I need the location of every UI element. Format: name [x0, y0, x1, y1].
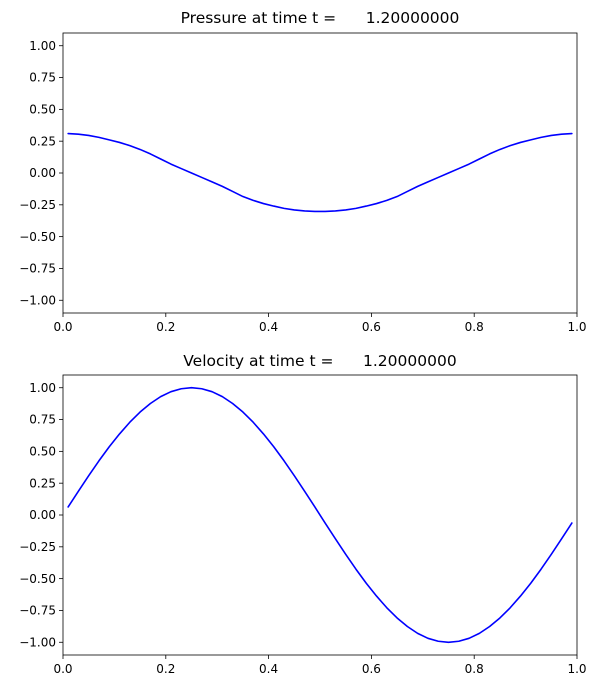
pressure-x-tick-label: 0.2 — [156, 320, 175, 334]
velocity-y-tick-label: 0.50 — [29, 445, 56, 459]
pressure-y-tick-label: 0.75 — [29, 71, 56, 85]
velocity-chart-title: Velocity at time t = 1.20000000 — [183, 352, 456, 370]
pressure-x-tick-label: 0.8 — [465, 320, 484, 334]
pressure-y-tick-label: −0.75 — [19, 262, 56, 276]
pressure-x-tick-label: 1.0 — [567, 320, 586, 334]
velocity-x-tick-label: 1.0 — [567, 662, 586, 676]
velocity-chart: Velocity at time t = 1.20000000 0.0 0.2 0.4… — [19, 352, 586, 676]
velocity-axes-frame — [62, 374, 578, 656]
pressure-y-tick-label: 0.50 — [29, 103, 56, 117]
velocity-y-tick-label: −0.50 — [19, 572, 56, 586]
pressure-y-tick-label: 0.00 — [29, 166, 56, 180]
pressure-chart-title: Pressure at time t = 1.20000000 — [181, 9, 460, 27]
pressure-series-line — [67, 132, 573, 213]
pressure-axes-frame — [62, 32, 578, 314]
pressure-chart: Pressure at time t = 1.20000000 0.0 0.2 0.4… — [19, 9, 586, 334]
pressure-x-tick-label: 0.6 — [362, 320, 381, 334]
velocity-y-tick-label: −0.75 — [19, 604, 56, 618]
velocity-x-tick-label: 0.0 — [53, 662, 72, 676]
pressure-y-tick-label: −0.50 — [19, 230, 56, 244]
velocity-y-tick-label: −0.25 — [19, 540, 56, 554]
velocity-series-line — [67, 386, 573, 644]
velocity-x-tick-label: 0.6 — [362, 662, 381, 676]
pressure-y-tick-label: 0.25 — [29, 134, 56, 148]
pressure-y-tick-label: −1.00 — [19, 293, 56, 307]
velocity-y-tick-label: 0.25 — [29, 476, 56, 490]
velocity-y-tick-label: 0.00 — [29, 508, 56, 522]
velocity-x-tick-label: 0.4 — [259, 662, 278, 676]
pressure-x-tick-label: 0.0 — [53, 320, 72, 334]
velocity-y-tick-label: 1.00 — [29, 381, 56, 395]
pressure-x-tick-label: 0.4 — [259, 320, 278, 334]
velocity-y-tick-label: 0.75 — [29, 413, 56, 427]
pressure-y-tick-label: −0.25 — [19, 198, 56, 212]
velocity-x-tick-label: 0.8 — [465, 662, 484, 676]
velocity-x-tick-label: 0.2 — [156, 662, 175, 676]
velocity-y-tick-label: −1.00 — [19, 635, 56, 649]
pressure-y-tick-label: 1.00 — [29, 39, 56, 53]
